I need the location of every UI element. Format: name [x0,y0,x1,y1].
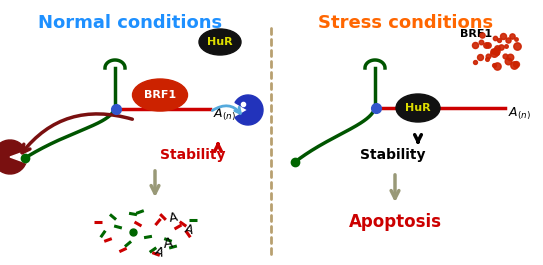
Text: BRF1: BRF1 [144,90,176,100]
Text: BRF1: BRF1 [460,29,492,39]
Ellipse shape [132,79,187,111]
Wedge shape [235,95,263,125]
Text: HuR: HuR [405,103,431,113]
Text: Stress conditions: Stress conditions [318,14,494,32]
Ellipse shape [199,29,241,55]
Ellipse shape [396,94,440,122]
Text: A: A [153,244,166,259]
Wedge shape [10,151,27,163]
Text: A: A [168,211,179,225]
Text: A: A [183,223,194,237]
Text: A: A [163,237,174,251]
Text: Stability: Stability [160,148,230,162]
Text: $A_{(n)}$: $A_{(n)}$ [213,107,236,123]
Text: $A_{(n)}$: $A_{(n)}$ [508,106,531,122]
Wedge shape [0,140,26,174]
Text: Stability: Stability [360,148,431,162]
Text: Normal conditions: Normal conditions [38,14,222,32]
Text: Apoptosis: Apoptosis [349,213,441,231]
Text: HuR: HuR [207,37,233,47]
